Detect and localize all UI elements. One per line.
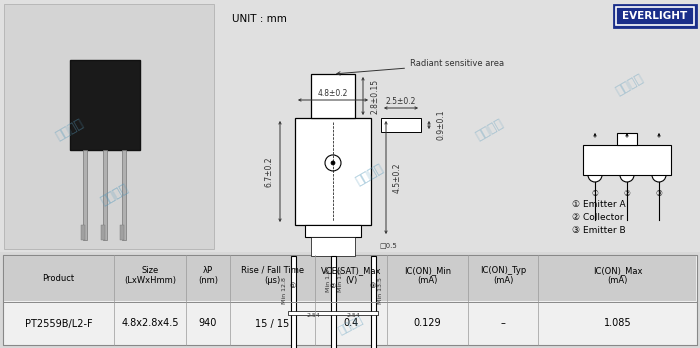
Text: EVERLIGHT: EVERLIGHT [622,11,687,21]
Text: ③ Emitter B: ③ Emitter B [572,226,626,235]
Text: 超贻电子: 超贻电子 [337,315,365,336]
Text: 940: 940 [199,318,217,329]
Text: VCE(SAT)_Max
(V): VCE(SAT)_Max (V) [321,266,382,285]
Text: 4.8±0.2: 4.8±0.2 [318,89,348,98]
Text: 6.7±0.2: 6.7±0.2 [264,156,273,187]
Text: ② Collector: ② Collector [572,213,624,222]
Bar [83,150,87,240]
Text: ②: ② [624,189,631,198]
Text: 0.129: 0.129 [414,318,441,329]
Bar [616,7,694,25]
Text: 超贻电子: 超贻电子 [99,182,131,208]
Bar [583,145,671,175]
Bar [295,118,371,225]
Text: Min 12.8: Min 12.8 [283,278,288,304]
Text: –: – [500,318,505,329]
Text: 超贻电子: 超贻电子 [354,162,386,188]
Text: PT2559B/L2-F: PT2559B/L2-F [25,318,92,329]
Bar [288,311,378,315]
Text: 2.54: 2.54 [306,313,320,318]
Bar [330,256,335,348]
Bar [0,0,700,252]
Text: ②: ② [330,283,336,289]
Bar [4,256,696,301]
Text: 0.4: 0.4 [344,318,358,329]
Text: 1.085: 1.085 [603,318,631,329]
Text: λP
(nm): λP (nm) [198,266,218,285]
Text: 超贻电子: 超贻电子 [614,72,646,98]
Text: □0.5: □0.5 [379,242,397,248]
Bar [311,237,355,256]
Circle shape [652,168,666,182]
Text: 0.9±0.1: 0.9±0.1 [437,110,446,140]
Text: Min 1.0: Min 1.0 [339,270,344,292]
Bar [103,150,107,240]
Text: Product: Product [43,274,75,283]
Text: Rise / Fall Time
(μs): Rise / Fall Time (μs) [241,266,304,285]
Circle shape [620,168,634,182]
Bar [381,118,421,132]
Text: 4.5±0.2: 4.5±0.2 [393,162,402,193]
Bar [120,225,124,240]
Text: 2.8±0.15: 2.8±0.15 [371,78,380,113]
Text: ③: ③ [656,189,662,198]
Bar [290,256,295,348]
Text: 4.8x2.8x4.5: 4.8x2.8x4.5 [121,318,178,329]
Bar [305,225,361,237]
Circle shape [325,155,341,171]
Bar [370,256,375,348]
Circle shape [331,161,335,165]
Text: IC(ON)_Max
(mA): IC(ON)_Max (mA) [593,266,643,285]
Bar [0,252,700,348]
Text: IC(ON)_Min
(mA): IC(ON)_Min (mA) [404,266,451,285]
Circle shape [588,168,602,182]
Text: ①: ① [290,283,296,289]
Text: IC(ON)_Typ
(mA): IC(ON)_Typ (mA) [480,266,526,285]
Text: 超贻电子: 超贻电子 [474,117,506,143]
Bar [4,4,214,249]
Text: Min 13.5: Min 13.5 [379,278,384,304]
Bar [81,225,85,240]
Text: 2.5±0.2: 2.5±0.2 [386,97,416,106]
Text: Radiant sensitive area: Radiant sensitive area [337,60,504,75]
Text: UNIT : mm: UNIT : mm [232,14,287,24]
Text: Min 1.0: Min 1.0 [326,270,330,292]
Bar [614,5,696,27]
Text: ①: ① [592,189,598,198]
Bar [3,255,697,345]
Text: Size
(LxWxHmm): Size (LxWxHmm) [124,266,176,285]
Text: 2.54: 2.54 [346,313,360,318]
Bar [311,74,355,118]
Bar [122,150,126,240]
Bar [617,133,637,145]
Text: 15 / 15: 15 / 15 [256,318,290,329]
Text: ③: ③ [370,283,376,289]
Text: 超贻电子: 超贻电子 [54,117,86,143]
Bar [3,255,697,345]
Text: ① Emitter A: ① Emitter A [572,200,626,209]
Bar [70,60,140,150]
Bar [101,225,105,240]
